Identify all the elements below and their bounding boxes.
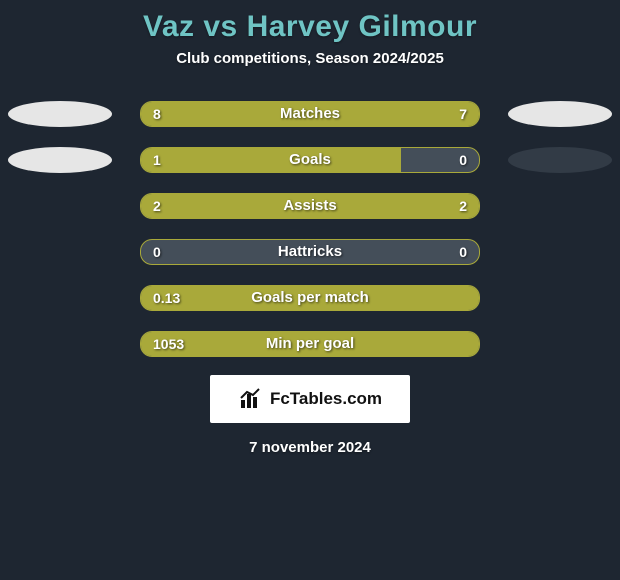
date-label: 7 november 2024 [0,439,620,456]
stat-bar: Hattricks0 0 [140,239,480,265]
stat-value-left: 0 [153,240,161,264]
stat-row: Goals per match0.13 [0,275,620,321]
stat-label: Min per goal [141,332,479,356]
stat-value-right: 2 [459,194,467,218]
player-ellipse-right [508,101,612,127]
stat-bar: Assists2 2 [140,193,480,219]
comparison-grid: Matches87Goals10Assists22Hattricks00Goal… [0,91,620,367]
stat-row: Min per goal1053 [0,321,620,367]
stat-label: Goals [141,148,479,172]
stat-value-left: 2 [153,194,161,218]
stat-label: Assists [141,194,479,218]
page-subtitle: Club competitions, Season 2024/2025 [0,50,620,91]
player-ellipse-left [8,101,112,127]
stat-row: Assists2 2 [0,183,620,229]
stat-bar: Goals per match0.13 [140,285,480,311]
stat-value-left: 0.13 [153,286,180,310]
stat-bar: Min per goal1053 [140,331,480,357]
stat-bar: Matches8 7 [140,101,480,127]
stat-value-right: 0 [459,148,467,172]
stat-row: Goals1 0 [0,137,620,183]
brand-text: FcTables.com [270,389,382,409]
player-ellipse-left [8,147,112,173]
page-title: Vaz vs Harvey Gilmour [0,0,620,50]
brand-badge: FcTables.com [210,375,410,423]
stat-value-right: 7 [459,102,467,126]
stat-label: Matches [141,102,479,126]
stat-row: Matches8 7 [0,91,620,137]
stat-value-left: 1 [153,148,161,172]
stat-row: Hattricks0 0 [0,229,620,275]
stat-value-left: 8 [153,102,161,126]
stat-label: Goals per match [141,286,479,310]
stat-value-left: 1053 [153,332,184,356]
stat-label: Hattricks [141,240,479,264]
stat-bar: Goals1 0 [140,147,480,173]
stat-value-right: 0 [459,240,467,264]
player-ellipse-right [508,147,612,173]
brand-chart-icon [238,386,264,412]
